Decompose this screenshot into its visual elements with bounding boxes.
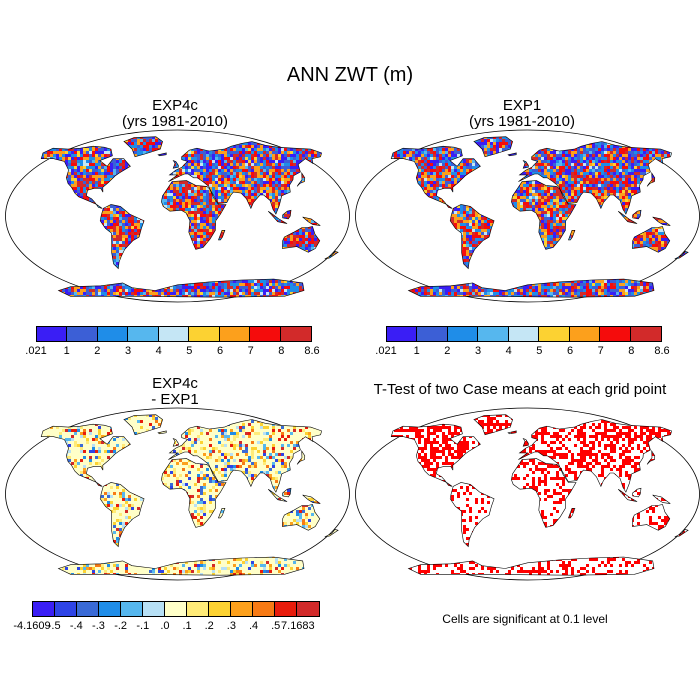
colorbar-swatch [55,602,77,616]
colorbar-swatch [231,602,253,616]
panel-title-line2: (yrs 1981-2010) [45,114,305,130]
colorbar-label: 7 [248,345,254,357]
panel-title-line1: EXP4c [45,376,305,392]
colorbar-label: .1 [182,620,191,632]
figure-title: ANN ZWT (m) [0,64,700,87]
colorbar-label: 8.6 [654,345,669,357]
colorbar-swatch [297,602,319,616]
colorbar-label: 2 [444,345,450,357]
colorbar-exp4c: .021 1 2 3 4 5 6 7 8 8.6 [25,326,320,360]
map-difference [5,407,350,581]
field-cells [41,136,339,298]
field-cells [41,414,339,576]
colorbar-exp1: .021 1 2 3 4 5 6 7 8 8.6 [375,326,670,360]
colorbar-label: 8 [628,345,634,357]
colorbar-swatch [99,602,121,616]
colorbar-label: 8 [278,345,284,357]
colorbar-swatch [121,602,143,616]
colorbar-swatch [165,602,187,616]
colorbar-label: 6 [217,345,223,357]
colorbar-boxes [386,326,662,342]
colorbar-swatch [128,327,159,341]
panel-title-line2: (yrs 1981-2010) [392,114,652,130]
colorbar-label: 7 [598,345,604,357]
map-exp1 [355,129,700,303]
colorbar-label: 8.6 [304,345,319,357]
colorbar-label: -.1 [136,620,149,632]
colorbar-label: 1 [64,345,70,357]
colorbar-label: 3 [125,345,131,357]
colorbar-swatch [253,602,275,616]
colorbar-label: -.5 [48,620,61,632]
continent-outlines [40,414,339,576]
map-exp4c [5,129,350,303]
colorbar-label: 2 [94,345,100,357]
colorbar-label: 5 [186,345,192,357]
colorbar-swatch [37,327,68,341]
colorbar-label: .021 [375,345,396,357]
colorbar-swatch [539,327,570,341]
colorbar-difference: -4.1609 -.5 -.4 -.3 -.2 -.1 .0 .1 .2 .3 .4 .5 7.1683 [13,601,320,635]
colorbar-swatch [187,602,209,616]
panel-title-line1: EXP4c [45,98,305,114]
colorbar-label: 3 [475,345,481,357]
colorbar-swatch [219,327,251,341]
colorbar-swatch [143,602,165,616]
colorbar-label: .0 [160,620,169,632]
colorbar-swatch [280,327,311,341]
panel-title-exp4c: EXP4c (yrs 1981-2010) [45,98,305,130]
map-boundary [5,407,350,581]
colorbar-swatch [417,327,448,341]
colorbar-label: .021 [25,345,46,357]
colorbar-label: -.2 [114,620,127,632]
field-cells [391,136,689,298]
colorbar-label: .3 [227,620,236,632]
colorbar-swatch [250,327,281,341]
colorbar-swatch [569,327,601,341]
colorbar-label: .4 [249,620,258,632]
colorbar-swatch [97,327,129,341]
colorbar-swatch [630,327,661,341]
colorbar-label: .5 [271,620,280,632]
colorbar-swatch [67,327,98,341]
colorbar-swatch [508,327,540,341]
continent-outlines [390,136,689,298]
colorbar-swatch [209,602,231,616]
colorbar-label: 4 [156,345,162,357]
colorbar-boxes [32,601,320,617]
colorbar-swatch [33,602,55,616]
colorbar-swatch [275,602,297,616]
continent-outlines [390,414,689,576]
panel-title-difference: EXP4c - EXP1 [45,376,305,408]
colorbar-swatch [158,327,190,341]
colorbar-label: 6 [567,345,573,357]
significance-note: Cells are significant at 0.1 level [380,612,670,626]
colorbar-swatch [600,327,631,341]
map-boundary [5,129,350,303]
colorbar-label: 4 [506,345,512,357]
colorbar-label: 1 [414,345,420,357]
colorbar-label: 5 [536,345,542,357]
colorbar-swatch [447,327,479,341]
panel-title-line1: T-Test of two Case means at each grid po… [345,382,695,398]
colorbar-swatch [387,327,418,341]
map-significance [355,407,700,581]
continent-outlines [40,136,339,298]
colorbar-boxes [36,326,312,342]
panel-title-ttest: T-Test of two Case means at each grid po… [345,382,695,398]
colorbar-swatch [77,602,99,616]
colorbar-label: -.4 [70,620,83,632]
colorbar-label: -.3 [92,620,105,632]
panel-title-exp1: EXP1 (yrs 1981-2010) [392,98,652,130]
panel-title-line2: - EXP1 [45,392,305,408]
colorbar-swatch [478,327,509,341]
colorbar-label: 7.1683 [281,620,315,632]
panel-title-line1: EXP1 [392,98,652,114]
field-cells [391,414,689,576]
colorbar-swatch [189,327,220,341]
colorbar-label: -4.1609 [13,620,50,632]
colorbar-label: .2 [205,620,214,632]
